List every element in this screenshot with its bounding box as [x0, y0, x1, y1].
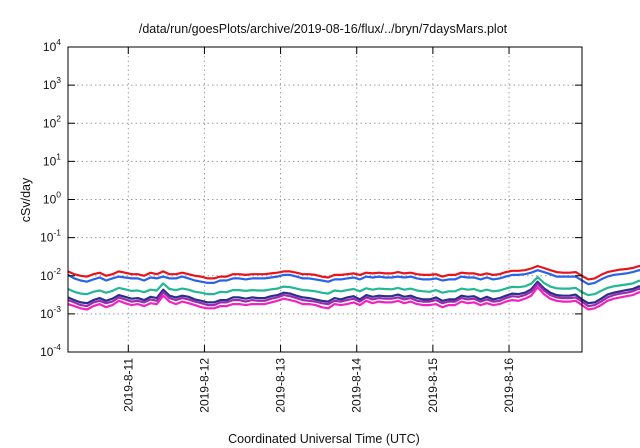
- series-lines: [67, 264, 640, 311]
- x-tick-label: 2019-8-16: [502, 358, 516, 413]
- y-tick-label: 102: [43, 113, 61, 130]
- y-tick-label: 10-4: [40, 342, 61, 359]
- y-tick-label: 104: [43, 37, 61, 54]
- x-axis-ticks: 2019-8-11 2019-8-12 2019-8-13 2019-8-14 2019…: [121, 47, 516, 413]
- series-line: [67, 269, 640, 286]
- x-tick-label: 2019-8-15: [426, 358, 440, 413]
- y-axis-ticks: 10-4 10-3 10-2 10-1 100 101 102 103 104: [40, 37, 582, 359]
- grid-lines: [68, 47, 582, 352]
- series-line: [67, 282, 640, 308]
- y-tick-label: 103: [43, 75, 61, 92]
- y-tick-label: 101: [43, 151, 61, 168]
- series-line: [67, 286, 640, 311]
- y-tick-label: 10-1: [40, 228, 61, 245]
- y-tick-label: 100: [43, 190, 61, 207]
- series-line: [67, 264, 640, 281]
- chart-title: /data/run/goesPlots/archive/2019-08-16/f…: [139, 22, 508, 36]
- y-tick-label: 10-2: [40, 266, 61, 283]
- x-tick-label: 2019-8-11: [121, 358, 135, 412]
- series-line: [67, 276, 640, 297]
- x-tick-label: 2019-8-13: [274, 358, 288, 413]
- y-tick-label: 10-3: [40, 304, 61, 321]
- x-tick-label: 2019-8-12: [197, 358, 211, 413]
- series-line: [67, 280, 640, 305]
- y-axis-label: cSv/day: [19, 177, 33, 222]
- x-tick-label: 2019-8-14: [350, 358, 364, 413]
- x-axis-label: Coordinated Universal Time (UTC): [228, 432, 420, 446]
